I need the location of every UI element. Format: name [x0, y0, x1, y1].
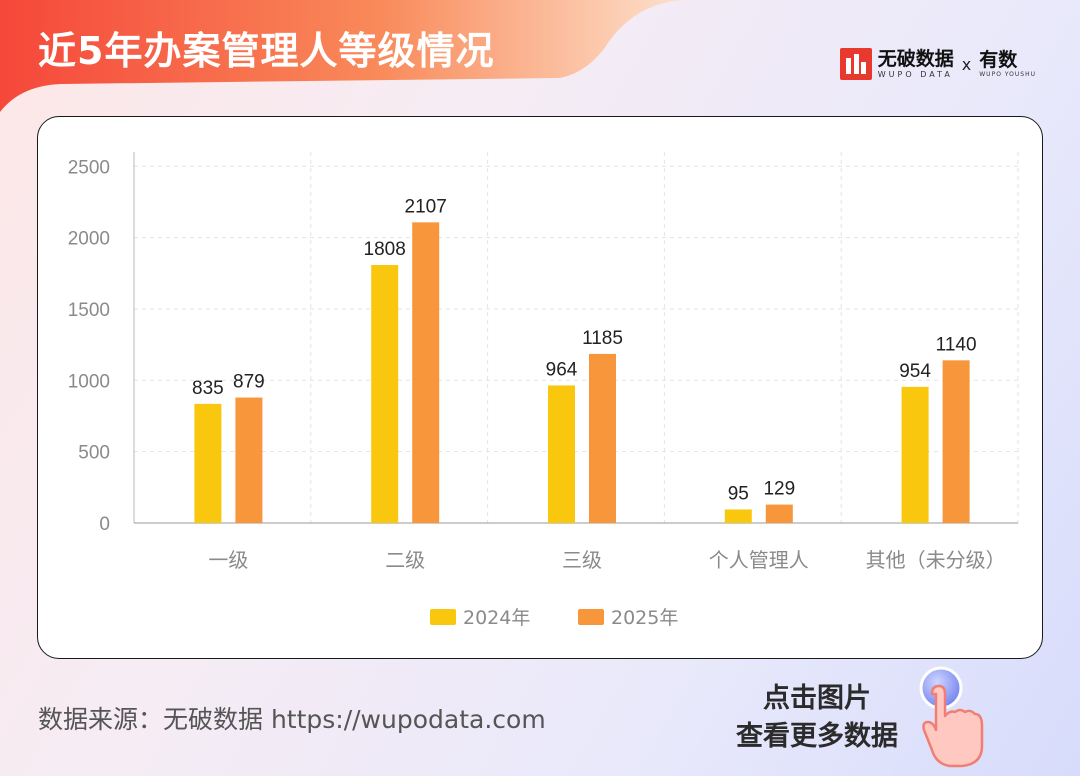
page-title: 近5年办案管理人等级情况 — [38, 29, 495, 73]
bar-2025 — [942, 360, 970, 523]
bar-value-label: 2107 — [405, 196, 447, 217]
bar-2025 — [412, 222, 440, 524]
cta-line-1: 点击图片 — [763, 683, 871, 714]
x-tick-label: 其他（未分级） — [866, 548, 1006, 572]
brand-logos: 无破数据 WUPO DATA x 有数 WUPO YOUSHU — [839, 46, 1036, 82]
legend-swatch-2025 — [578, 609, 604, 625]
legend-label: 2024年 — [463, 607, 530, 629]
bar-2024 — [194, 403, 222, 523]
wupo-logo: 无破数据 WUPO DATA — [839, 47, 954, 80]
brand-separator: x — [961, 54, 972, 74]
bar-value-label: 879 — [233, 372, 265, 393]
cta-line-2: 查看更多数据 — [736, 721, 898, 752]
brand-name: 无破数据 — [877, 47, 954, 70]
legend-swatch-2024 — [430, 609, 456, 625]
brand-sub: WUPO DATA — [877, 69, 953, 79]
bar-2025 — [765, 504, 793, 523]
bar-value-label: 954 — [899, 361, 931, 382]
y-tick-label: 2000 — [68, 229, 110, 250]
bar-2024 — [901, 386, 929, 523]
y-tick-label: 500 — [78, 443, 110, 464]
pointer-hand-icon[interactable] — [916, 664, 1006, 770]
bar-value-label: 95 — [728, 483, 749, 504]
bar-value-label: 1808 — [364, 239, 406, 260]
bar-2024 — [724, 509, 752, 523]
y-tick-label: 1500 — [68, 300, 110, 321]
y-tick-label: 0 — [99, 514, 110, 535]
cta-link[interactable]: 点击图片 查看更多数据 — [722, 680, 912, 756]
title-banner-shape — [0, 0, 690, 112]
bar-value-label: 835 — [192, 378, 224, 399]
legend-label: 2025年 — [611, 607, 678, 629]
title-banner: 近5年办案管理人等级情况 — [0, 0, 690, 112]
bar-value-label: 129 — [763, 479, 795, 500]
wupo-logo-icon — [839, 48, 872, 80]
bar-2025 — [235, 397, 263, 523]
x-tick-label: 个人管理人 — [709, 548, 809, 572]
x-tick-label: 一级 — [208, 548, 248, 572]
bar-value-label: 1140 — [936, 334, 977, 355]
partner-sub: WUPO YOUSHU — [979, 70, 1036, 78]
chart-card: 0 500 1000 1500 2000 2500 835 879 一级 1808 2107 二级 96… — [37, 116, 1043, 659]
x-tick-label: 二级 — [385, 548, 425, 572]
bar-value-label: 964 — [546, 359, 578, 380]
partner-name: 有数 — [979, 48, 1018, 71]
y-tick-label: 2500 — [68, 157, 110, 178]
x-tick-label: 三级 — [562, 548, 602, 572]
bar-2024 — [371, 265, 399, 523]
youshu-logo: 有数 WUPO YOUSHU — [979, 48, 1036, 78]
bar-2024 — [548, 385, 575, 523]
y-tick-label: 1000 — [68, 371, 110, 392]
data-source: 数据来源：无破数据 https://wupodata.com — [38, 705, 546, 734]
bar-chart: 0 500 1000 1500 2000 2500 835 879 一级 1808 2107 二级 96… — [68, 152, 1019, 629]
bar-2025 — [589, 353, 616, 523]
bar-value-label: 1185 — [582, 328, 623, 349]
